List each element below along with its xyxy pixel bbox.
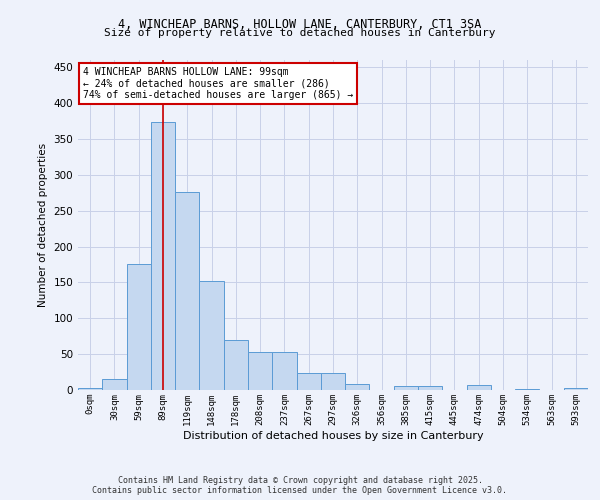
Text: 4 WINCHEAP BARNS HOLLOW LANE: 99sqm
← 24% of detached houses are smaller (286)
7: 4 WINCHEAP BARNS HOLLOW LANE: 99sqm ← 24… (83, 66, 353, 100)
X-axis label: Distribution of detached houses by size in Canterbury: Distribution of detached houses by size … (182, 430, 484, 440)
Bar (199, 281, 224, 390)
Text: Contains HM Land Registry data © Crown copyright and database right 2025.: Contains HM Land Registry data © Crown c… (118, 476, 482, 485)
Bar (467, 385, 491, 390)
Bar (78, 388, 102, 390)
Bar (296, 373, 321, 390)
Bar (394, 386, 418, 390)
Bar (321, 373, 345, 390)
Bar (345, 384, 370, 390)
Bar (418, 386, 442, 390)
Bar (175, 192, 199, 390)
Text: Size of property relative to detached houses in Canterbury: Size of property relative to detached ho… (104, 28, 496, 38)
Bar (564, 388, 588, 390)
Bar (102, 378, 127, 390)
Text: 4, WINCHEAP BARNS, HOLLOW LANE, CANTERBURY, CT1 3SA: 4, WINCHEAP BARNS, HOLLOW LANE, CANTERBU… (118, 18, 482, 30)
Bar (248, 352, 272, 390)
Bar (224, 340, 248, 390)
Bar (127, 264, 151, 390)
Text: Contains public sector information licensed under the Open Government Licence v3: Contains public sector information licen… (92, 486, 508, 495)
Bar (151, 122, 175, 390)
Y-axis label: Number of detached properties: Number of detached properties (38, 143, 48, 307)
Bar (272, 352, 296, 390)
